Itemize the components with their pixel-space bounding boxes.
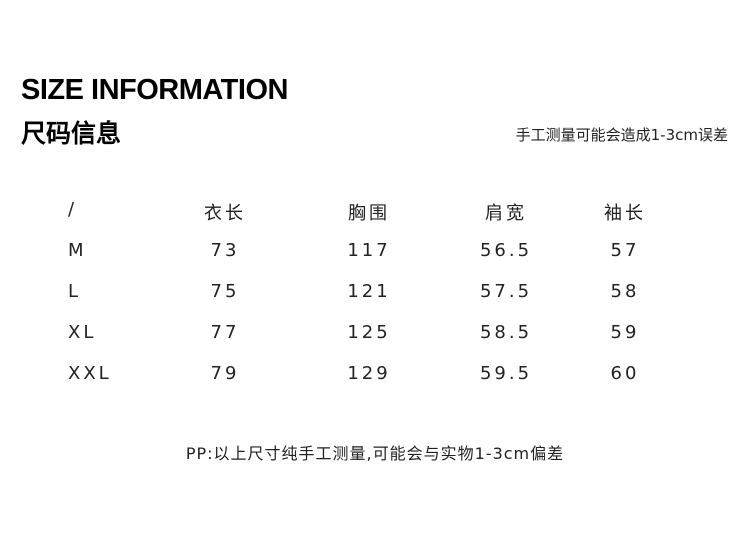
table-cell: 58.5 bbox=[479, 322, 533, 343]
size-label: M bbox=[68, 240, 87, 261]
table-cell: 58 bbox=[610, 281, 640, 302]
table-cell: 125 bbox=[347, 322, 391, 343]
table-cell: 121 bbox=[347, 281, 391, 302]
header-cell: 胸围 bbox=[348, 203, 390, 224]
header-cell: 衣长 bbox=[204, 203, 246, 224]
table-cell: 59.5 bbox=[479, 363, 533, 384]
title-english: SIZE INFORMATION bbox=[21, 74, 288, 106]
table-cell: 79 bbox=[210, 363, 240, 384]
table-cell: 59 bbox=[610, 322, 640, 343]
table-row: M 73 117 56.5 57 bbox=[0, 240, 750, 270]
header-cell: 肩宽 bbox=[485, 203, 527, 224]
table-header-row: / 衣长 胸围 肩宽 袖长 bbox=[0, 199, 750, 229]
table-cell: 57 bbox=[610, 240, 640, 261]
size-label: XL bbox=[68, 322, 97, 343]
table-cell: 129 bbox=[347, 363, 391, 384]
measurement-note: 手工测量可能会造成1-3cm误差 bbox=[515, 126, 728, 144]
header-cell: / bbox=[68, 199, 78, 220]
table-cell: 60 bbox=[610, 363, 640, 384]
table-cell: 57.5 bbox=[479, 281, 533, 302]
size-label: L bbox=[68, 281, 82, 302]
header-cell: 袖长 bbox=[604, 203, 646, 224]
table-row: XL 77 125 58.5 59 bbox=[0, 322, 750, 352]
size-label: XXL bbox=[68, 363, 112, 384]
table-cell: 117 bbox=[347, 240, 391, 261]
title-chinese: 尺码信息 bbox=[21, 119, 122, 148]
table-cell: 73 bbox=[210, 240, 240, 261]
table-row: XXL 79 129 59.5 60 bbox=[0, 363, 750, 393]
table-cell: 77 bbox=[210, 322, 240, 343]
table-row: L 75 121 57.5 58 bbox=[0, 281, 750, 311]
table-cell: 56.5 bbox=[479, 240, 533, 261]
table-cell: 75 bbox=[210, 281, 240, 302]
footer-note: PP:以上尺寸纯手工测量,可能会与实物1-3cm偏差 bbox=[185, 444, 565, 463]
